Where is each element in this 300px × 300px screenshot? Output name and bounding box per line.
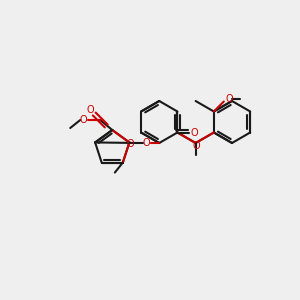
Text: O: O: [190, 128, 198, 137]
Text: O: O: [142, 138, 150, 148]
Text: O: O: [80, 115, 87, 125]
Text: O: O: [86, 105, 94, 115]
Text: O: O: [127, 140, 134, 149]
Text: O: O: [193, 141, 200, 151]
Text: O: O: [225, 94, 232, 103]
